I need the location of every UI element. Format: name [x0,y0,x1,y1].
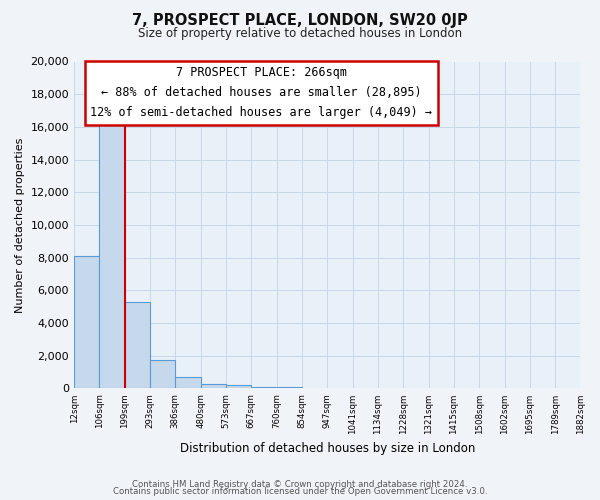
Bar [100,117,125,388]
Bar [251,387,277,388]
Text: Contains public sector information licensed under the Open Government Licence v3: Contains public sector information licen… [113,488,487,496]
Bar [175,377,200,388]
Bar [150,360,175,388]
Text: Size of property relative to detached houses in London: Size of property relative to detached ho… [138,28,462,40]
X-axis label: Distribution of detached houses by size in London: Distribution of detached houses by size … [179,442,475,455]
Text: Contains HM Land Registry data © Crown copyright and database right 2024.: Contains HM Land Registry data © Crown c… [132,480,468,489]
Text: 7, PROSPECT PLACE, LONDON, SW20 0JP: 7, PROSPECT PLACE, LONDON, SW20 0JP [132,12,468,28]
Text: 7 PROSPECT PLACE: 266sqm
← 88% of detached houses are smaller (28,895)
12% of se: 7 PROSPECT PLACE: 266sqm ← 88% of detach… [91,66,433,120]
Bar [277,387,302,388]
Y-axis label: Number of detached properties: Number of detached properties [15,138,25,312]
Bar [74,256,100,388]
Bar [226,385,251,388]
Bar [200,384,226,388]
Bar [125,302,150,388]
